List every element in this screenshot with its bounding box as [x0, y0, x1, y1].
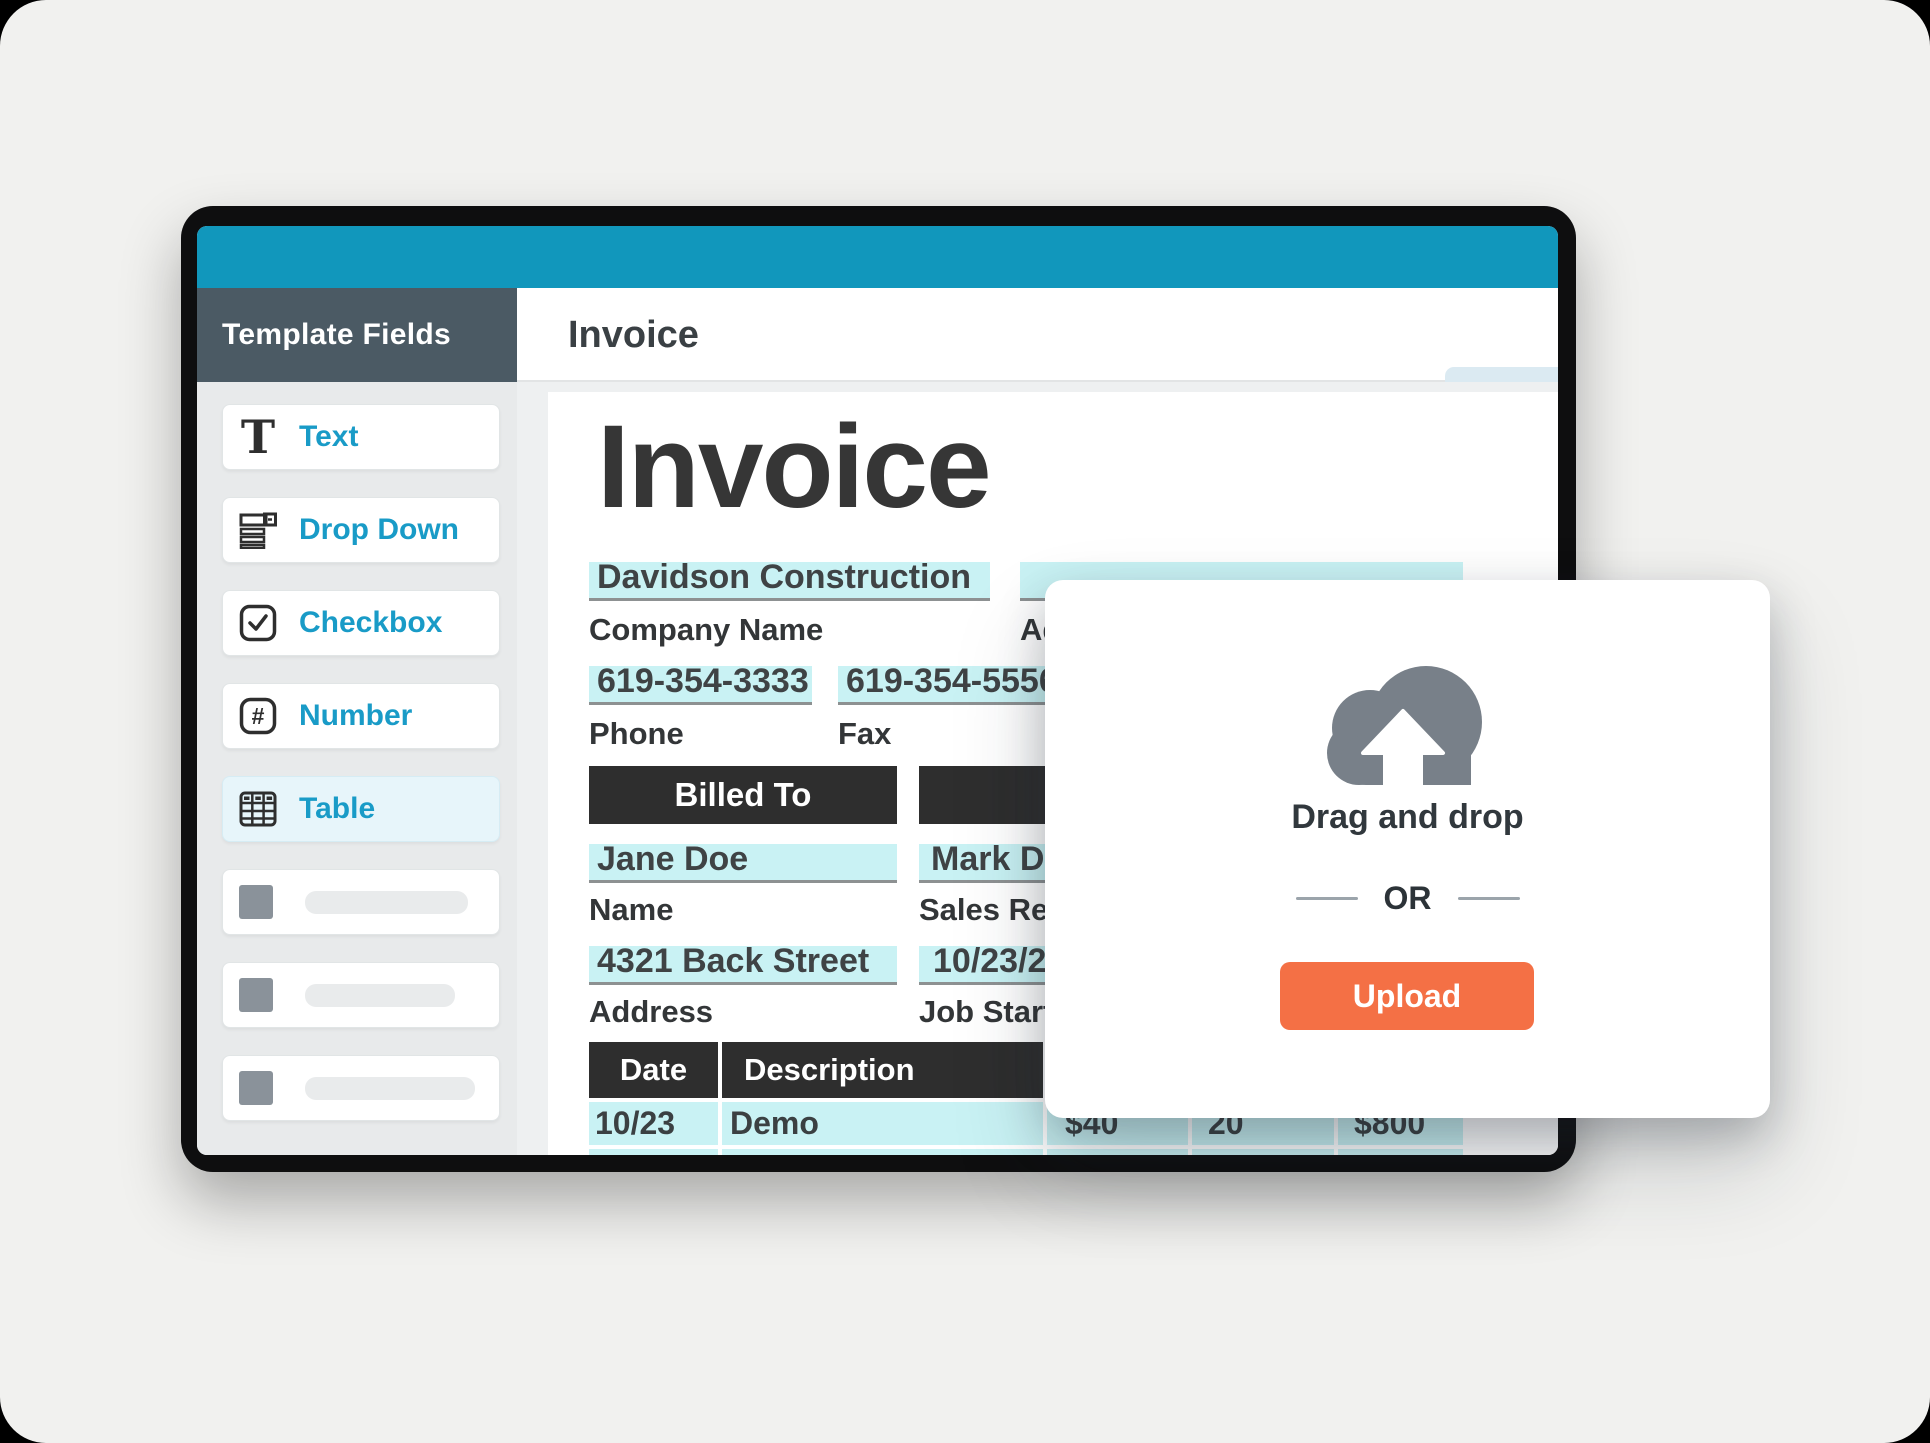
sidebar-title: Template Fields: [222, 318, 452, 351]
field-card-dropdown[interactable]: Drop Down: [222, 497, 500, 563]
field-card-label: Number: [299, 699, 413, 732]
field-card-label: Checkbox: [299, 606, 443, 639]
document-heading: Invoice: [597, 401, 992, 533]
table-header-date: Date: [589, 1042, 718, 1098]
divider-line: [1295, 897, 1358, 900]
field-label: Company Name: [589, 612, 824, 647]
table-header-description: Description: [722, 1042, 1043, 1098]
placeholder-bar: [305, 983, 455, 1007]
drag-drop-label: Drag and drop: [1291, 798, 1524, 836]
placeholder-icon: [239, 978, 273, 1012]
upload-dialog: Drag and drop OR Upload: [1045, 580, 1770, 1118]
billed-to-header: Billed To: [589, 766, 897, 824]
table-cell-date[interactable]: 10/23: [589, 1102, 718, 1145]
svg-text:#: #: [252, 703, 265, 729]
text-icon: T: [240, 410, 276, 464]
table-row[interactable]: [589, 1149, 1463, 1155]
placeholder-icon: [239, 1071, 273, 1105]
field-card-number[interactable]: # Number: [222, 683, 500, 749]
table-icon: [239, 786, 277, 832]
field-card-placeholder[interactable]: [222, 962, 500, 1028]
placeholder-bar: [305, 1076, 475, 1100]
editor-header: Invoice Preview Publish: [517, 288, 1558, 430]
field-label: Phone: [589, 716, 684, 751]
dropdown-icon: [239, 507, 277, 553]
field-card-label: Drop Down: [299, 513, 459, 546]
checkbox-icon: [239, 600, 277, 646]
field-card-placeholder[interactable]: [222, 1055, 500, 1121]
cloud-upload-icon: [1321, 665, 1487, 790]
phone-field[interactable]: 619-354-3333: [589, 662, 812, 705]
field-card-label: Table: [299, 792, 376, 825]
address-field[interactable]: 4321 Back Street: [589, 942, 897, 985]
field-label: Name: [589, 892, 674, 927]
field-card-checkbox[interactable]: Checkbox: [222, 590, 500, 656]
field-card-label: Text: [299, 420, 359, 453]
field-label: Fax: [838, 716, 892, 751]
or-divider: OR: [1045, 880, 1770, 917]
placeholder-bar: [305, 890, 468, 914]
number-icon: #: [239, 693, 277, 739]
field-card-placeholder[interactable]: [222, 869, 500, 935]
app-top-bar: [197, 226, 1558, 288]
divider-line: [1457, 897, 1520, 900]
or-label: OR: [1383, 880, 1432, 916]
field-label: Sales Rep: [919, 892, 1068, 927]
company-name-field[interactable]: Davidson Construction: [589, 558, 990, 601]
table-cell-description[interactable]: Demo: [722, 1102, 1043, 1145]
field-card-text[interactable]: T Text: [222, 404, 500, 470]
name-field[interactable]: Jane Doe: [589, 840, 897, 883]
placeholder-icon: [239, 885, 273, 919]
field-label: Address: [589, 994, 714, 1029]
field-card-table[interactable]: Table: [222, 776, 500, 842]
template-title: Invoice: [568, 313, 699, 356]
sidebar-header: Template Fields: [197, 288, 517, 382]
upload-button[interactable]: Upload: [1280, 962, 1534, 1030]
